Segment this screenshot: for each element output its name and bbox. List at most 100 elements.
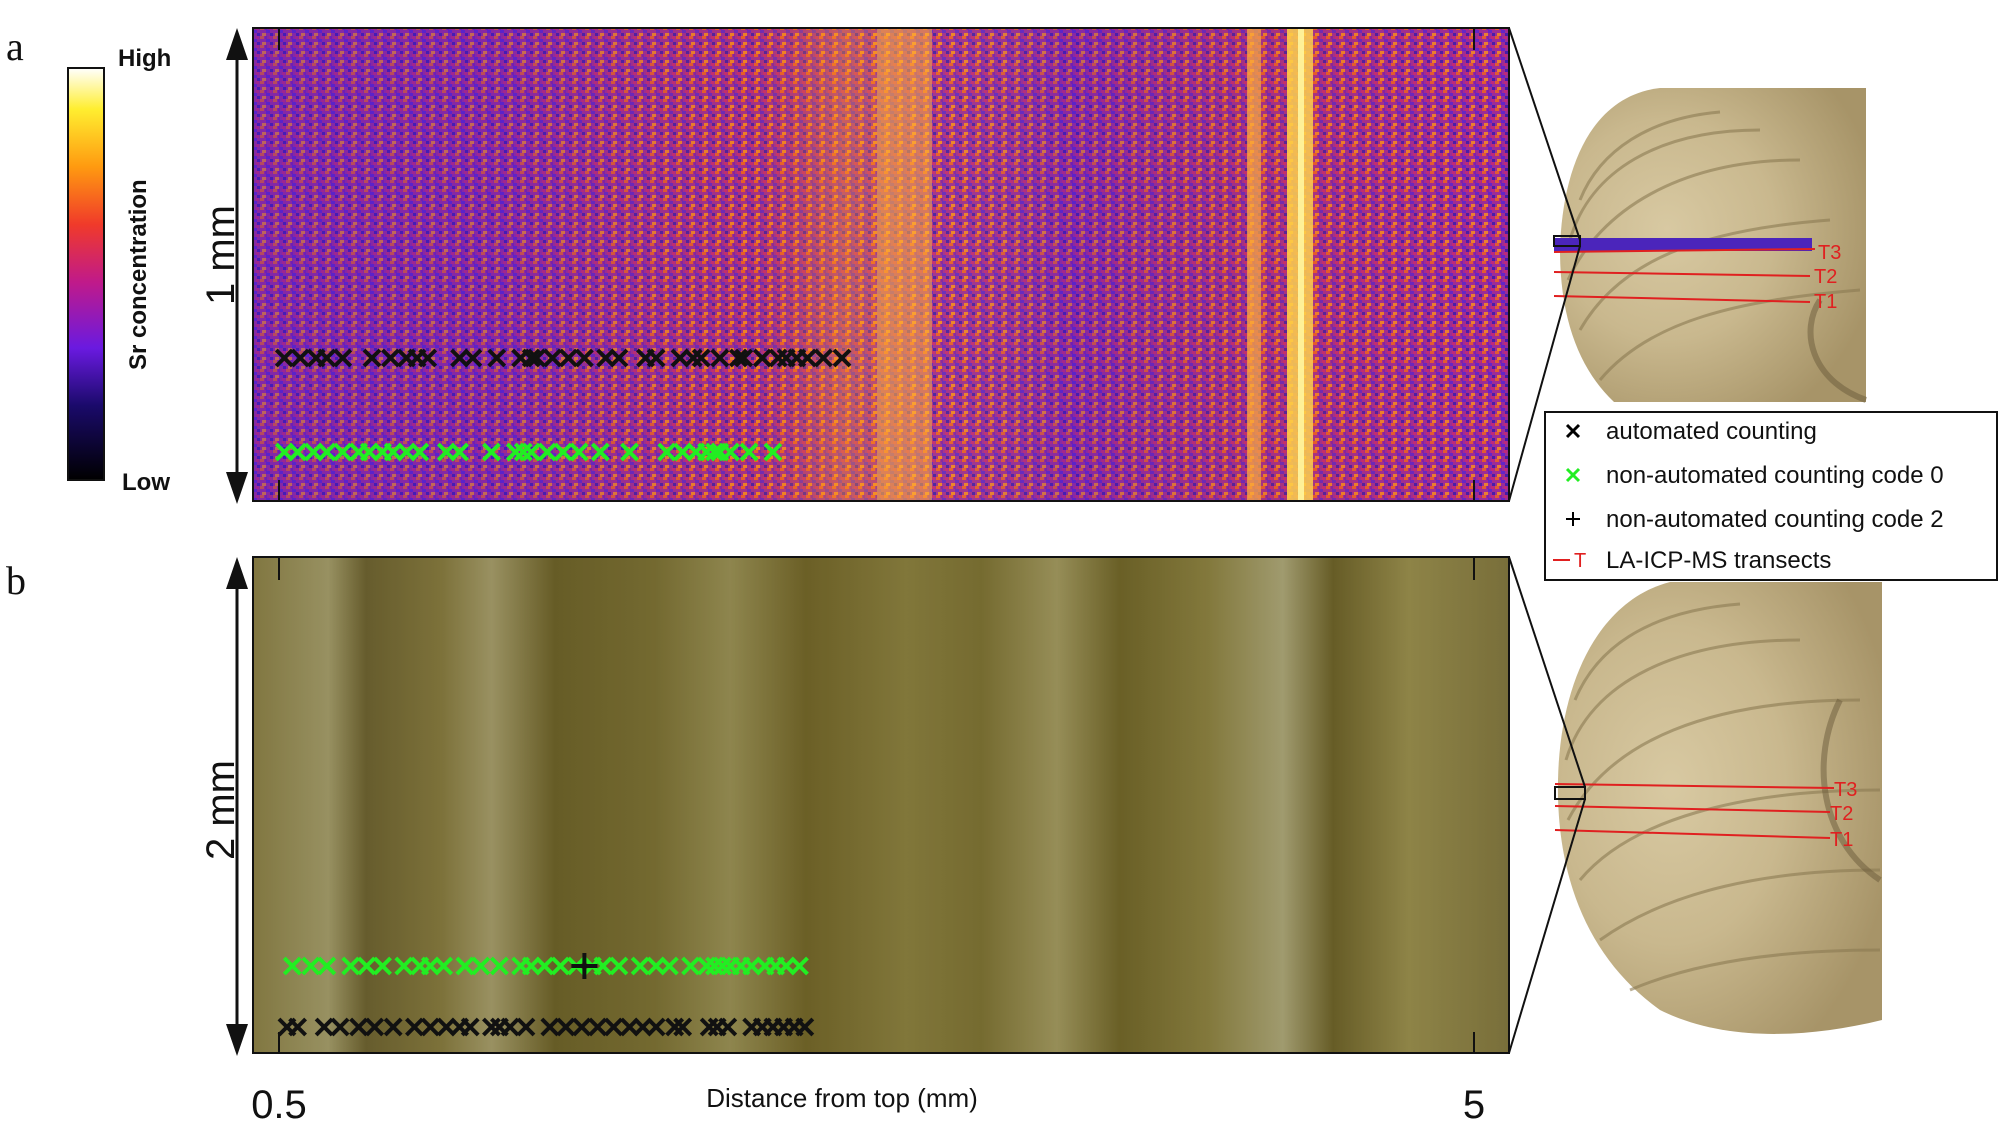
marker-code0 [282, 956, 302, 976]
marker-code0 [482, 442, 501, 462]
marker-automated [798, 348, 817, 368]
transect-label-t2-a: T2 [1814, 266, 1837, 288]
marker-code0 [341, 956, 361, 976]
marker-automated [813, 348, 833, 368]
marker-automated [795, 1017, 815, 1037]
marker-code0 [471, 956, 491, 976]
marker-automated [330, 1017, 350, 1037]
x-tick-5: 5 [1463, 1083, 1485, 1124]
marker-code0 [790, 956, 809, 976]
marker-automated [588, 1017, 608, 1037]
panel-label-a: a [6, 24, 24, 69]
marker-automated [420, 1017, 440, 1037]
marker-code0 [739, 442, 759, 462]
marker-code0 [450, 442, 469, 462]
marker-code0 [288, 442, 308, 462]
sample-box-b [1554, 786, 1586, 800]
marker-automated [572, 1017, 592, 1037]
marker-code0 [410, 442, 430, 462]
x-tick-0.5: 0.5 [251, 1083, 307, 1124]
marker-automated [516, 1017, 536, 1037]
marker-automated [500, 1017, 520, 1037]
marker-automated [718, 1017, 738, 1037]
transect-label-t2-b: T2 [1830, 803, 1853, 825]
marker-code0 [394, 956, 414, 976]
marker-code0 [681, 956, 701, 976]
marker-code0 [569, 442, 589, 462]
marker-code0 [705, 442, 724, 462]
colorbar: High Low Sr concentration [67, 45, 171, 496]
marker-automated [362, 348, 382, 368]
legend-marker-x [1565, 423, 1581, 439]
scale-bar-b: 2 mm [199, 557, 248, 1056]
transect-label-t3-b: T3 [1834, 779, 1857, 801]
scale-label-b: 2 mm [199, 760, 243, 860]
legend-label: non-automated counting code 0 [1606, 462, 1944, 489]
marker-automated [333, 348, 353, 368]
optical-image-panel [252, 556, 1510, 1054]
marker-automated [274, 348, 294, 368]
marker-code0 [317, 956, 337, 976]
legend-label: LA-ICP-MS transects [1606, 547, 1831, 574]
marker-automated [381, 348, 400, 368]
panel-label-b: b [6, 558, 26, 603]
marker-automated [609, 348, 629, 368]
marker-automated [728, 348, 748, 368]
marker-automated [288, 1017, 308, 1037]
markers-a-automated [274, 348, 852, 368]
marker-code0 [317, 442, 337, 462]
shell-image-a: T3 T2 T1 [1553, 88, 1868, 403]
marker-code0 [659, 956, 679, 976]
scale-bar-a: 1 mm [199, 28, 248, 504]
marker-automated [646, 348, 666, 368]
marker-automated [752, 348, 772, 368]
marker-automated [405, 1017, 424, 1037]
marker-code0 [553, 442, 573, 462]
scale-label-a: 1 mm [199, 205, 243, 305]
marker-automated [463, 348, 483, 368]
legend-entry: T LA-ICP-MS transects [1553, 547, 1831, 574]
colorbar-high-label: High [118, 45, 171, 72]
marker-automated [832, 348, 852, 368]
legend-entry: non-automated counting code 2 [1566, 506, 1944, 533]
markers-b-code0 [282, 956, 809, 976]
marker-code0 [590, 442, 610, 462]
marker-code0 [537, 442, 557, 462]
marker-code0 [551, 956, 570, 976]
x-axis-label: Distance from top (mm) [706, 1083, 978, 1113]
legend-marker-t: T [1574, 550, 1586, 572]
legend-label: automated counting [1606, 418, 1817, 445]
legend-marker-plus [1566, 512, 1580, 526]
marker-automated [527, 348, 547, 368]
markers-b-automated [277, 1017, 815, 1037]
sample-box-a [1553, 235, 1581, 247]
marker-automated [604, 1017, 624, 1037]
marker-code0 [489, 956, 509, 976]
marker-code0 [455, 956, 475, 976]
marker-automated [574, 348, 594, 368]
legend-entry: automated counting [1565, 418, 1817, 445]
sr-map-panel [252, 27, 1510, 502]
colorbar-gradient [67, 67, 105, 481]
marker-code0 [620, 442, 639, 462]
shell-image-b: T3 T2 T1 [1554, 582, 1882, 1034]
marker-automated [317, 348, 337, 368]
marker-automated [543, 348, 562, 368]
marker-code0 [593, 956, 613, 976]
marker-automated [521, 348, 541, 368]
legend-box [1544, 411, 1998, 581]
marker-code0 [333, 442, 353, 462]
legend: automated counting non-automated counting… [1544, 411, 1998, 581]
marker-code2 [571, 953, 598, 979]
marker-automated [290, 348, 310, 368]
transect-label-t1-a: T1 [1814, 291, 1837, 313]
colorbar-title: Sr concentration [125, 179, 152, 370]
marker-automated [383, 1017, 403, 1037]
colorbar-low-label: Low [122, 469, 170, 496]
marker-code0 [721, 442, 740, 462]
marker-automated [349, 1017, 369, 1037]
marker-code0 [535, 956, 554, 976]
marker-code0 [630, 956, 650, 976]
transect-label-t1-b: T1 [1830, 829, 1853, 851]
marker-automated [460, 1017, 480, 1037]
